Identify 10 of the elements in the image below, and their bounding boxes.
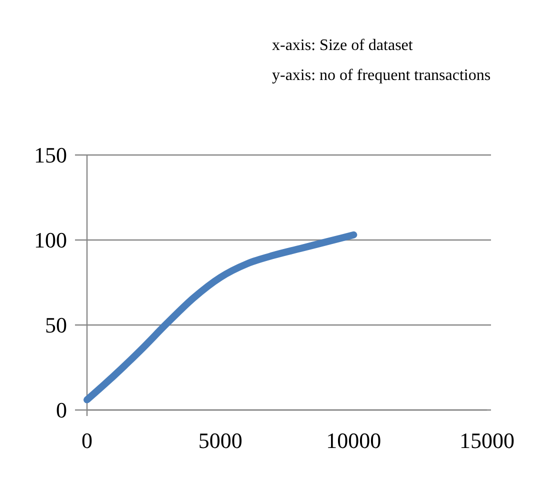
x-tick-label: 0	[82, 428, 92, 453]
y-tick-label: 150	[34, 142, 67, 168]
x-tick-label: 10000	[326, 428, 382, 453]
x-tick-label: 5000	[198, 428, 242, 453]
text: x-axis: Size of dataset	[272, 37, 414, 54]
x-tick-label: 15000	[460, 428, 514, 453]
text: y-axis: no of frequent transactions	[272, 67, 491, 84]
y-tick-label: 100	[34, 228, 67, 253]
y-tick-label: 50	[45, 312, 67, 338]
y-tick-label: 0	[56, 398, 67, 423]
